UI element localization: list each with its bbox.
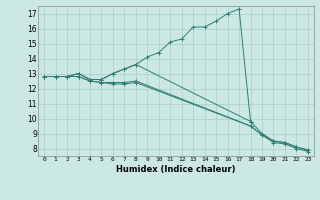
X-axis label: Humidex (Indice chaleur): Humidex (Indice chaleur) (116, 165, 236, 174)
